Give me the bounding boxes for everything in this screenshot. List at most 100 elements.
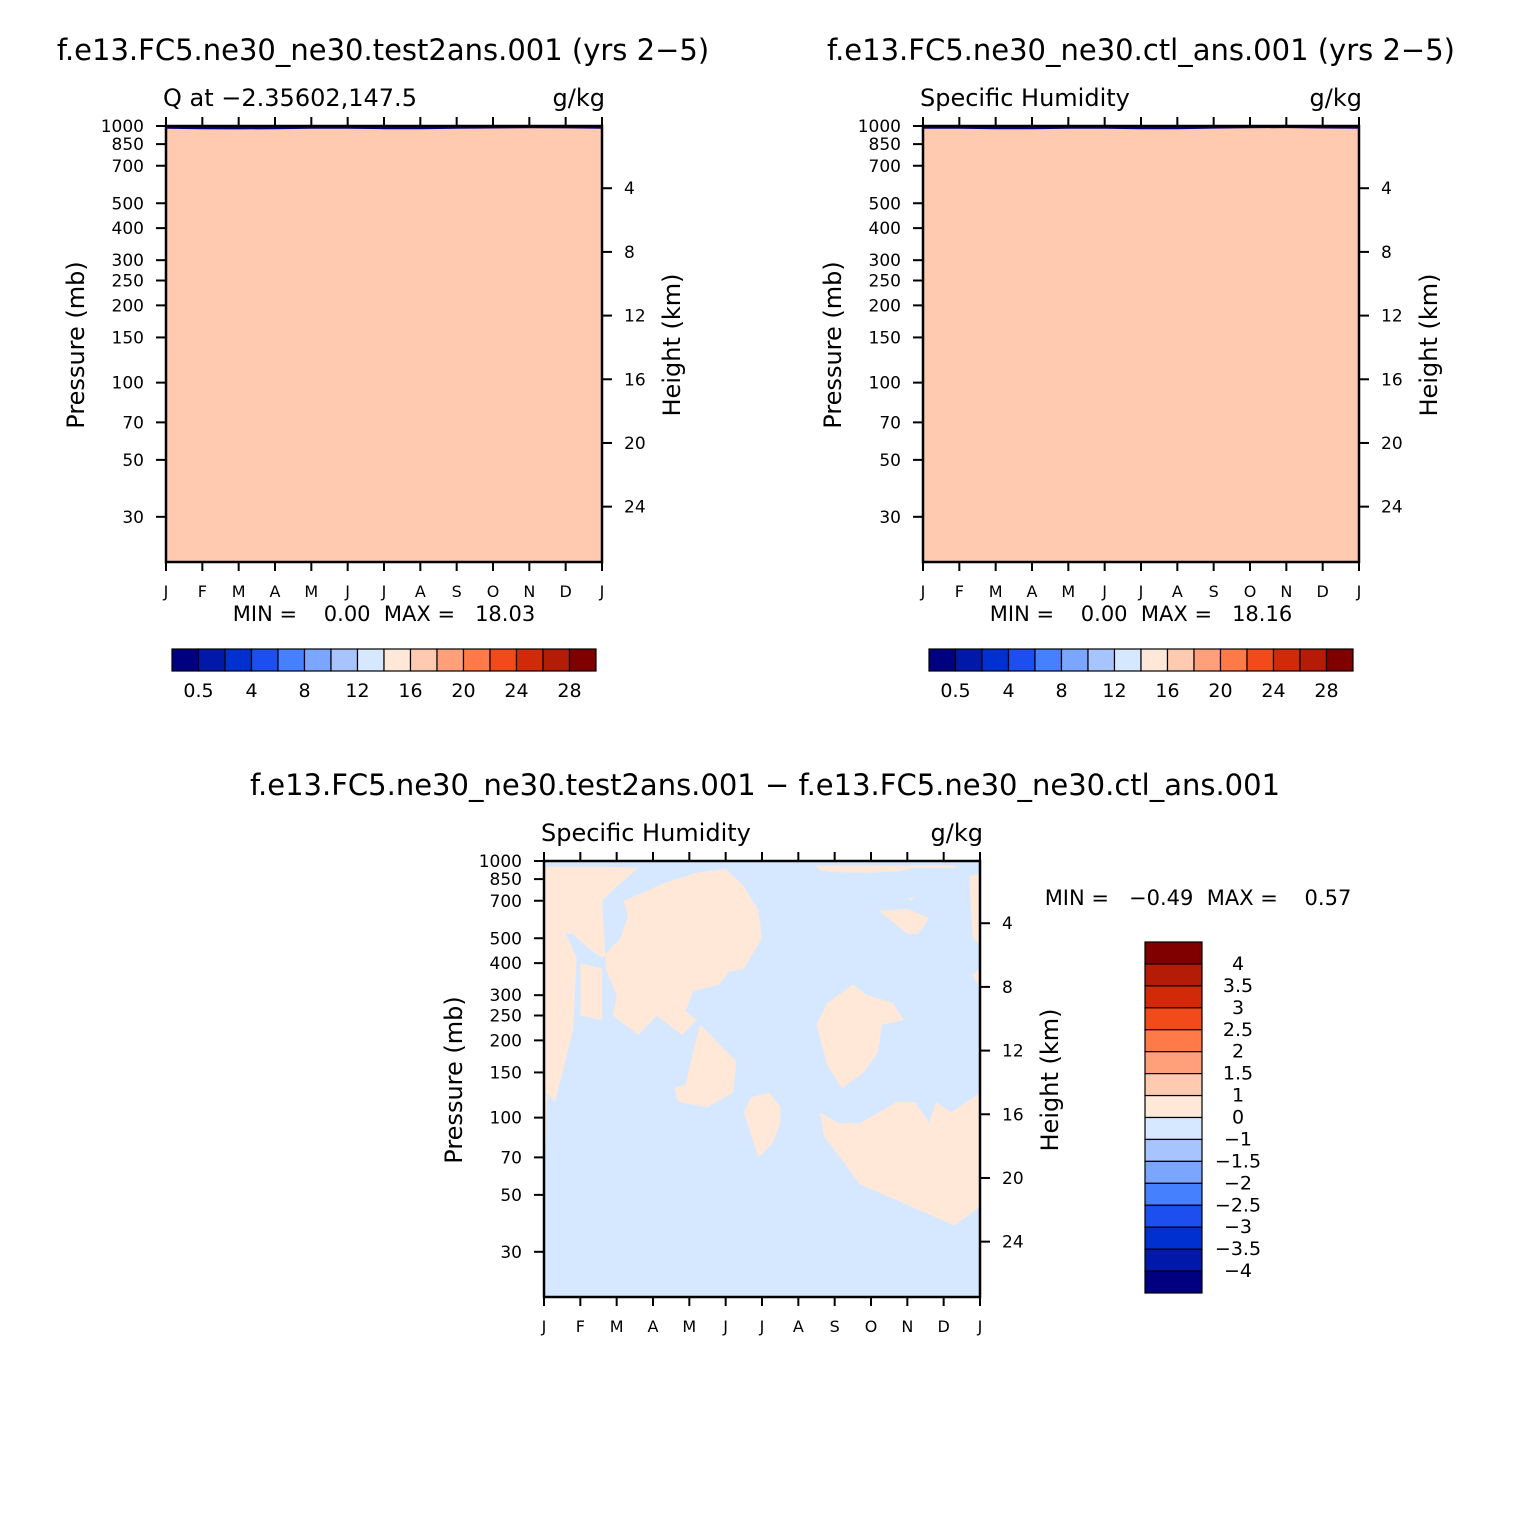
colorbar-box — [1144, 1160, 1203, 1184]
y2-tick-label: 20 — [1002, 1169, 1024, 1189]
colorbar-label: 2.5 — [1223, 1019, 1253, 1041]
x-tick-label: A — [793, 1317, 804, 1336]
y2-tick-label: 8 — [624, 243, 635, 263]
y-tick-label: 300 — [869, 251, 901, 271]
y2-tick-label: 24 — [1381, 498, 1403, 518]
y2-tick-label: 20 — [624, 434, 646, 454]
colorbar-label: 4 — [1002, 680, 1014, 702]
y-tick-label: 30 — [500, 1243, 522, 1263]
colorbar-box — [462, 648, 491, 672]
y-axis-label: Pressure (mb) — [819, 261, 847, 428]
colorbar-box — [1144, 1073, 1203, 1097]
y2-axis-label: Height (km) — [1036, 1009, 1064, 1152]
units-label: g/kg — [1310, 84, 1362, 112]
y-tick-label: 500 — [869, 194, 901, 214]
colorbar-box — [409, 648, 438, 672]
positive-region — [907, 897, 915, 901]
colorbar-label: 28 — [1314, 680, 1338, 702]
colorbar-label: −2 — [1224, 1172, 1252, 1194]
positive-region — [816, 984, 904, 1089]
panel-ctl: f.e13.FC5.ne30_ne30.ctl_ans.001 (yrs 2−5… — [819, 33, 1455, 702]
y-tick-label: 150 — [490, 1063, 522, 1083]
colorbar-label: 1 — [1232, 1085, 1244, 1107]
colorbar-label: 4 — [245, 680, 257, 702]
y2-tick-label: 4 — [1381, 179, 1392, 199]
x-tick-label: F — [576, 1317, 585, 1336]
x-tick-label: M — [989, 582, 1003, 601]
units-label: g/kg — [553, 84, 605, 112]
y-tick-label: 300 — [490, 986, 522, 1006]
colorbar-box — [1034, 648, 1063, 672]
colorbar-box — [197, 648, 226, 672]
y-tick-label: 400 — [490, 954, 522, 974]
colorbar: 0.5 4 8 12 16 20 24 28 — [928, 648, 1354, 702]
colorbar-box — [954, 648, 983, 672]
colorbar-box — [330, 648, 359, 672]
colorbar-label: 0 — [1232, 1107, 1244, 1129]
y-tick-label: 200 — [490, 1031, 522, 1051]
colorbar-label: 0.5 — [183, 680, 213, 702]
colorbar-box — [1060, 648, 1089, 672]
colorbar-label: 16 — [398, 680, 422, 702]
x-tick-label: N — [1280, 582, 1292, 601]
colorbar-box — [1246, 648, 1275, 672]
x-tick-label: J — [1356, 582, 1362, 601]
y-tick-label: 1000 — [101, 117, 144, 137]
min-max-label: MIN = 0.00 MAX = 18.03 — [233, 602, 535, 626]
contour-band — [923, 128, 1359, 562]
y-tick-label: 700 — [112, 157, 144, 177]
x-tick-label: M — [1061, 582, 1075, 601]
positive-region — [972, 968, 980, 988]
colorbar-label: 8 — [1055, 680, 1067, 702]
y2-tick-label: 8 — [1381, 243, 1392, 263]
x-tick-label: J — [1138, 582, 1144, 601]
y2-tick-label: 8 — [1002, 978, 1013, 998]
y-tick-label: 150 — [112, 328, 144, 348]
colorbar-label: 16 — [1155, 680, 1179, 702]
colorbar-label: −4 — [1224, 1260, 1252, 1282]
colorbar-box — [1144, 1051, 1203, 1075]
x-tick-label: N — [523, 582, 535, 601]
x-tick-label: A — [648, 1317, 659, 1336]
x-tick-label: F — [955, 582, 964, 601]
colorbar-box — [1007, 648, 1036, 672]
colorbar-box — [1144, 1204, 1203, 1228]
y2-tick-label: 12 — [1002, 1042, 1024, 1062]
y2-tick-label: 4 — [624, 179, 635, 199]
y-tick-label: 70 — [879, 413, 901, 433]
x-tick-label: J — [163, 582, 169, 601]
colorbar: 0.5 4 8 12 16 20 24 28 — [171, 648, 597, 702]
colorbar-box — [1144, 941, 1203, 965]
contour-fill — [923, 126, 1359, 562]
x-tick-label: O — [1244, 582, 1257, 601]
colorbar-box — [171, 648, 200, 672]
min-max-label: MIN = −0.49 MAX = 0.57 — [1045, 886, 1352, 910]
y-tick-label: 70 — [122, 413, 144, 433]
colorbar-box — [224, 648, 253, 672]
y2-tick-label: 20 — [1381, 434, 1403, 454]
y2-tick-label: 12 — [624, 307, 646, 327]
y-tick-label: 1000 — [858, 117, 901, 137]
colorbar-label: 24 — [504, 680, 528, 702]
colorbar-label: 0.5 — [940, 680, 970, 702]
colorbar-box — [568, 648, 597, 672]
y-tick-label: 850 — [112, 135, 144, 155]
case-title: f.e13.FC5.ne30_ne30.ctl_ans.001 (yrs 2−5… — [827, 33, 1455, 67]
positive-region — [743, 1092, 781, 1158]
colorbar-box — [1144, 1007, 1203, 1031]
left-label: Specific Humidity — [541, 819, 751, 847]
x-tick-label: A — [415, 582, 426, 601]
colorbar-box — [1144, 1029, 1203, 1053]
colorbar-label: −1 — [1224, 1128, 1252, 1150]
colorbar-label: −1.5 — [1215, 1150, 1261, 1172]
contour-fill — [544, 861, 980, 1297]
colorbar-box — [1113, 648, 1142, 672]
units-label: g/kg — [931, 819, 983, 847]
colorbar-box — [1193, 648, 1222, 672]
y2-tick-label: 16 — [1002, 1105, 1024, 1125]
colorbar-label: 4 — [1232, 953, 1244, 975]
